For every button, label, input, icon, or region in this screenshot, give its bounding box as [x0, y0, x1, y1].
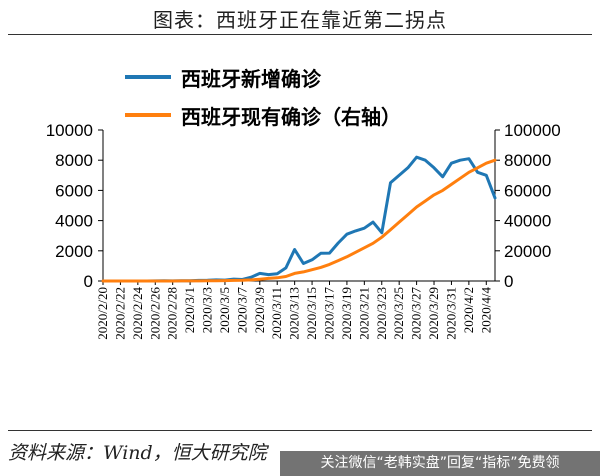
y-left-tick-label: 10000	[46, 121, 93, 140]
y-right-tick-label: 100000	[504, 121, 561, 140]
y-right-tick-label: 20000	[504, 242, 551, 261]
x-tick-label: 2020/4/2	[461, 287, 476, 333]
y-right-tick-label: 60000	[504, 181, 551, 200]
y-right-tick-label: 80000	[504, 151, 551, 170]
legend-label-active-cases: 西班牙现有确诊（右轴）	[181, 104, 401, 129]
y-left-tick-label: 8000	[55, 151, 93, 170]
y-right-tick-label: 40000	[504, 212, 551, 231]
x-tick-label: 2020/3/23	[374, 287, 389, 340]
x-tick-label: 2020/3/17	[321, 287, 336, 340]
x-tick-label: 2020/3/29	[426, 287, 441, 340]
x-tick-label: 2020/3/7	[234, 287, 249, 334]
y-left-tick-label: 0	[84, 272, 93, 291]
x-tick-label: 2020/3/1	[182, 287, 197, 333]
x-tick-label: 2020/3/3	[200, 287, 215, 333]
y-left-tick-label: 2000	[55, 242, 93, 261]
x-tick-label: 2020/2/26	[147, 287, 162, 340]
series-line-new-cases	[101, 155, 497, 283]
legend-item-active-cases: 西班牙现有确诊（右轴）	[125, 96, 401, 134]
y-left-tick-label: 4000	[55, 212, 93, 231]
x-tick-label: 2020/3/5	[217, 287, 232, 333]
y-right-tick-label: 0	[504, 272, 513, 291]
x-tick-label: 2020/2/28	[165, 287, 180, 340]
legend-swatch-new-cases	[125, 75, 171, 79]
wechat-banner: 关注微信“老韩实盘”回复“指标”免费领	[280, 451, 600, 476]
legend: 西班牙新增确诊 西班牙现有确诊（右轴）	[125, 58, 401, 134]
legend-label-new-cases: 西班牙新增确诊	[181, 66, 321, 91]
x-tick-label: 2020/3/31	[443, 287, 458, 340]
bottom-rule	[8, 430, 592, 431]
x-tick-label: 2020/3/9	[252, 287, 267, 333]
x-tick-label: 2020/2/22	[112, 287, 127, 340]
x-tick-label: 2020/2/24	[130, 287, 145, 340]
y-left-tick-label: 6000	[55, 181, 93, 200]
x-tick-label: 2020/2/20	[95, 287, 110, 340]
x-tick-label: 2020/4/4	[478, 287, 493, 334]
x-tick-label: 2020/3/25	[391, 287, 406, 340]
series-line-active-cases	[101, 158, 497, 283]
x-tick-label: 2020/3/27	[409, 287, 424, 340]
legend-item-new-cases: 西班牙新增确诊	[125, 58, 401, 96]
x-tick-label: 2020/3/11	[269, 287, 284, 339]
x-tick-label: 2020/3/21	[356, 287, 371, 340]
top-rule	[8, 34, 592, 35]
source-note: 资料来源：Wind，恒大研究院	[8, 442, 267, 464]
x-tick-label: 2020/3/15	[304, 287, 319, 340]
x-tick-label: 2020/3/19	[339, 287, 354, 340]
legend-swatch-active-cases	[125, 113, 171, 117]
figure-title: 图表：西班牙正在靠近第二拐点	[153, 8, 447, 32]
x-tick-label: 2020/3/13	[287, 287, 302, 340]
